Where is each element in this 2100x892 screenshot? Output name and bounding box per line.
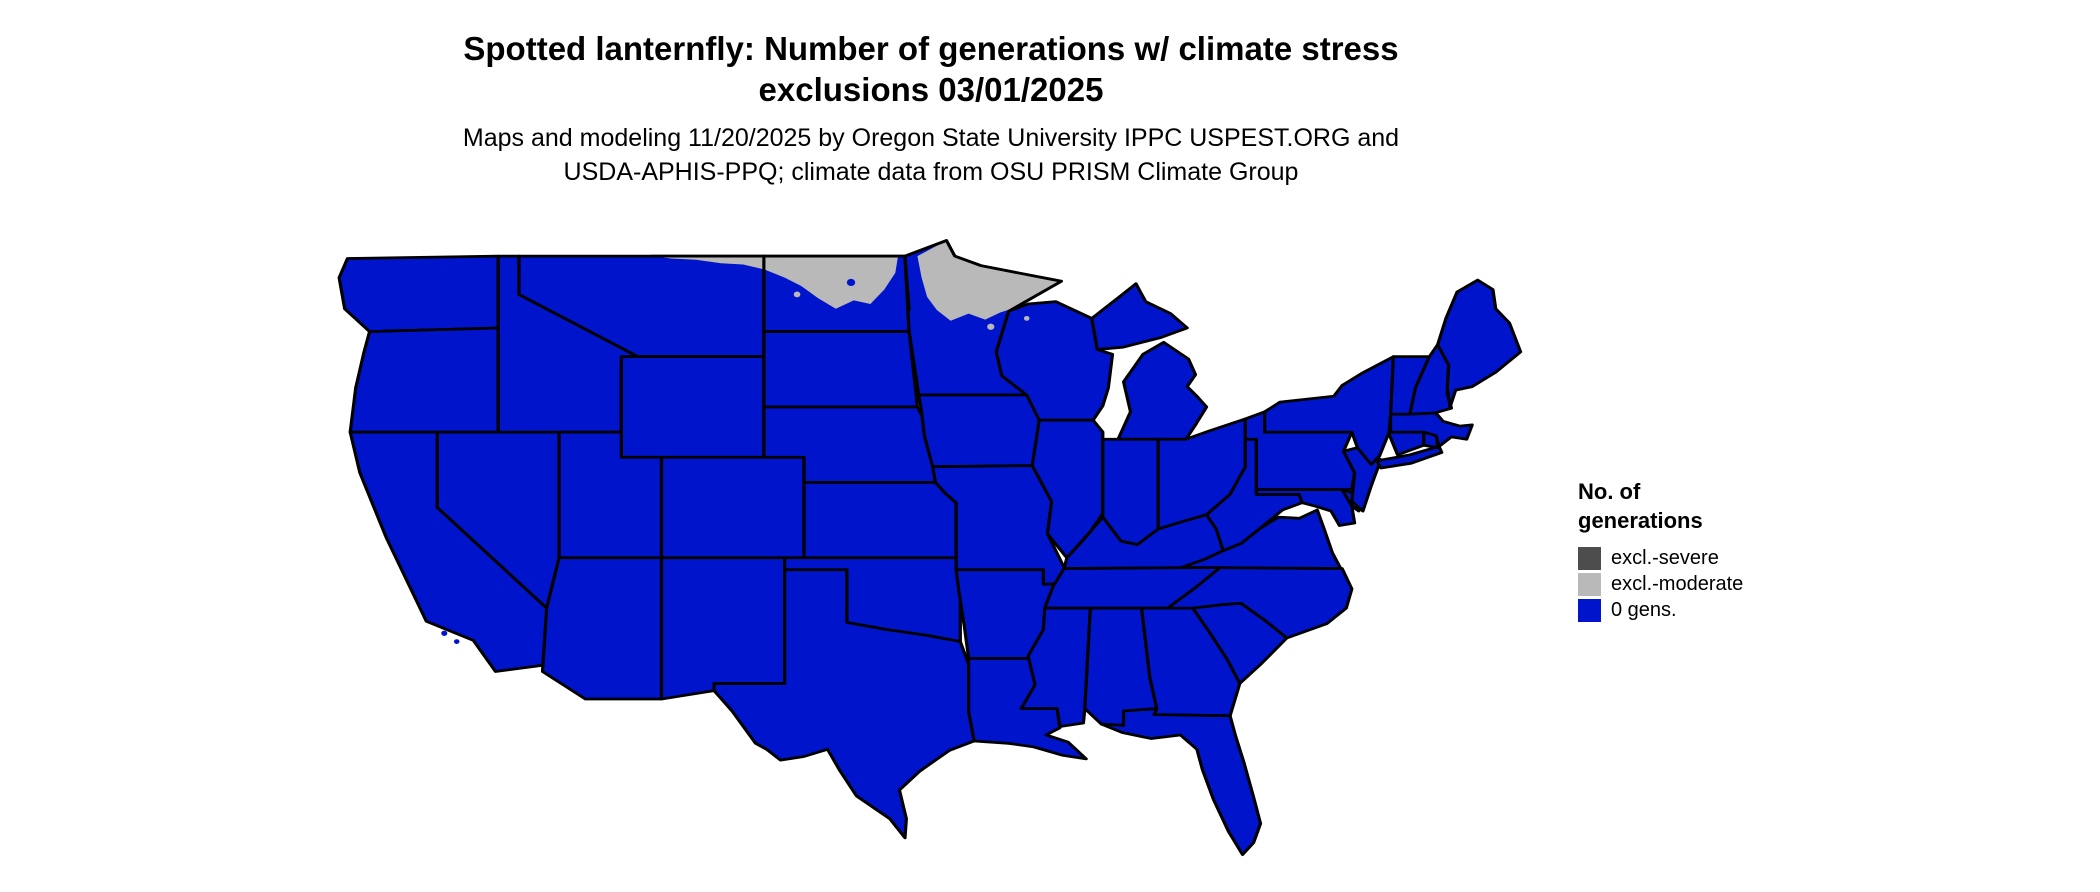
title-line-1: Spotted lanternfly: Number of generation…	[463, 30, 1399, 67]
state-wa	[337, 254, 500, 333]
state-or	[348, 326, 500, 434]
excluded-moderate-speck	[793, 291, 801, 298]
state-ks	[802, 480, 958, 560]
legend-swatch-1	[1578, 573, 1601, 597]
state-fl	[1099, 707, 1263, 857]
state-me	[1436, 278, 1523, 409]
subtitle-line-1: Maps and modeling 11/20/2025 by Oregon S…	[462, 124, 1400, 152]
legend-swatch-0	[1578, 547, 1601, 571]
state-tx	[712, 568, 976, 840]
state-va	[1180, 508, 1343, 570]
legend-title: No. of generations	[1578, 478, 1743, 535]
channel-island	[441, 630, 448, 636]
border-overlay-1	[903, 239, 1063, 313]
page-subtitle: Maps and modeling 11/20/2025 by Oregon S…	[0, 122, 1862, 190]
non-excluded-hole	[846, 278, 856, 287]
state-az	[540, 556, 664, 701]
legend-swatch-2	[1578, 599, 1601, 623]
map-region-excluded-moderate-0	[651, 256, 899, 309]
state-long_island	[1375, 445, 1444, 470]
state-nc	[1166, 565, 1354, 640]
state-ia	[917, 393, 1051, 469]
legend-label-0: excl.-severe	[1611, 547, 1719, 570]
us-map-container	[317, 225, 1540, 881]
legend-items: excl.-severe excl.-moderate 0 gens.	[1578, 547, 1744, 623]
subtitle-line-2: USDA-APHIS-PPQ; climate data from OSU PR…	[563, 157, 1299, 186]
excluded-moderate-speck	[1023, 315, 1030, 321]
state-nm	[659, 556, 787, 701]
state-mi_lp	[1116, 340, 1209, 441]
title-line-2: exclusions 03/01/2025	[758, 71, 1104, 109]
excluded-moderate-speck	[987, 323, 995, 330]
border-overlay-3	[903, 254, 911, 312]
channel-island	[453, 639, 460, 644]
state-wi	[994, 300, 1115, 422]
legend-item-0: excl.-severe	[1578, 547, 1743, 571]
page-title: Spotted lanternfly: Number of generation…	[0, 28, 1862, 111]
legend-item-1: excl.-moderate	[1578, 573, 1744, 597]
legend-label-1: excl.-moderate	[1611, 573, 1744, 596]
state-ma	[1388, 410, 1474, 448]
state-co	[659, 455, 806, 560]
state-sd	[762, 330, 920, 409]
us-map	[337, 239, 1523, 857]
legend-title-line-2: generations	[1578, 507, 1703, 533]
legend-label-2: 0 gens.	[1611, 599, 1677, 622]
map-legend: No. of generations excl.-severe excl.-mod…	[1578, 478, 1743, 625]
state-mi_up	[1090, 282, 1189, 351]
state-wy	[619, 355, 766, 459]
legend-title-line-1: No. of	[1578, 479, 1641, 504]
legend-item-2: 0 gens.	[1578, 599, 1743, 623]
